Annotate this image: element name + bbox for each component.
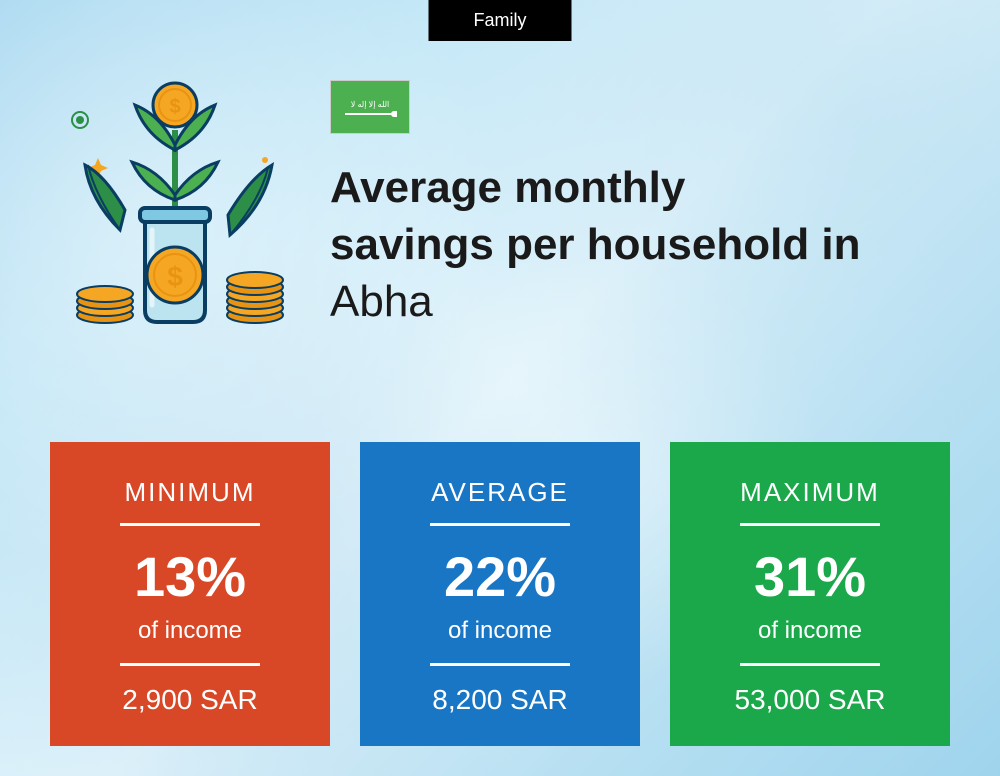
card-divider bbox=[430, 523, 570, 526]
card-amount: 2,900 SAR bbox=[75, 684, 305, 716]
card-percent: 31% bbox=[695, 544, 925, 609]
stat-card-minimum: MINIMUM 13% of income 2,900 SAR bbox=[50, 442, 330, 746]
card-subtext: of income bbox=[695, 617, 925, 645]
header-section: $ bbox=[50, 70, 950, 331]
card-divider bbox=[740, 663, 880, 666]
savings-illustration: $ bbox=[50, 70, 300, 330]
flag-script: الله إلا إله لا bbox=[351, 100, 390, 109]
flag-sword-icon bbox=[345, 113, 395, 115]
card-amount: 8,200 SAR bbox=[385, 684, 615, 716]
title-line-2: savings per household in bbox=[330, 220, 861, 269]
category-text: Family bbox=[474, 10, 527, 30]
title-line-1: Average monthly bbox=[330, 163, 685, 212]
card-label: AVERAGE bbox=[385, 477, 615, 508]
stats-cards-container: MINIMUM 13% of income 2,900 SAR AVERAGE … bbox=[50, 442, 950, 746]
card-divider bbox=[740, 523, 880, 526]
card-label: MINIMUM bbox=[75, 477, 305, 508]
svg-text:$: $ bbox=[169, 96, 180, 118]
title-location: Abha bbox=[330, 277, 433, 326]
card-divider bbox=[120, 523, 260, 526]
flag-saudi-arabia: الله إلا إله لا bbox=[330, 80, 410, 134]
card-subtext: of income bbox=[385, 617, 615, 645]
page-title: Average monthly savings per household in… bbox=[330, 159, 950, 331]
category-badge: Family bbox=[429, 0, 572, 41]
card-divider bbox=[120, 663, 260, 666]
svg-text:$: $ bbox=[167, 261, 183, 292]
title-area: الله إلا إله لا Average monthly savings … bbox=[330, 70, 950, 331]
stat-card-maximum: MAXIMUM 31% of income 53,000 SAR bbox=[670, 442, 950, 746]
card-amount: 53,000 SAR bbox=[695, 684, 925, 716]
card-percent: 13% bbox=[75, 544, 305, 609]
card-subtext: of income bbox=[75, 617, 305, 645]
card-label: MAXIMUM bbox=[695, 477, 925, 508]
card-percent: 22% bbox=[385, 544, 615, 609]
stat-card-average: AVERAGE 22% of income 8,200 SAR bbox=[360, 442, 640, 746]
card-divider bbox=[430, 663, 570, 666]
